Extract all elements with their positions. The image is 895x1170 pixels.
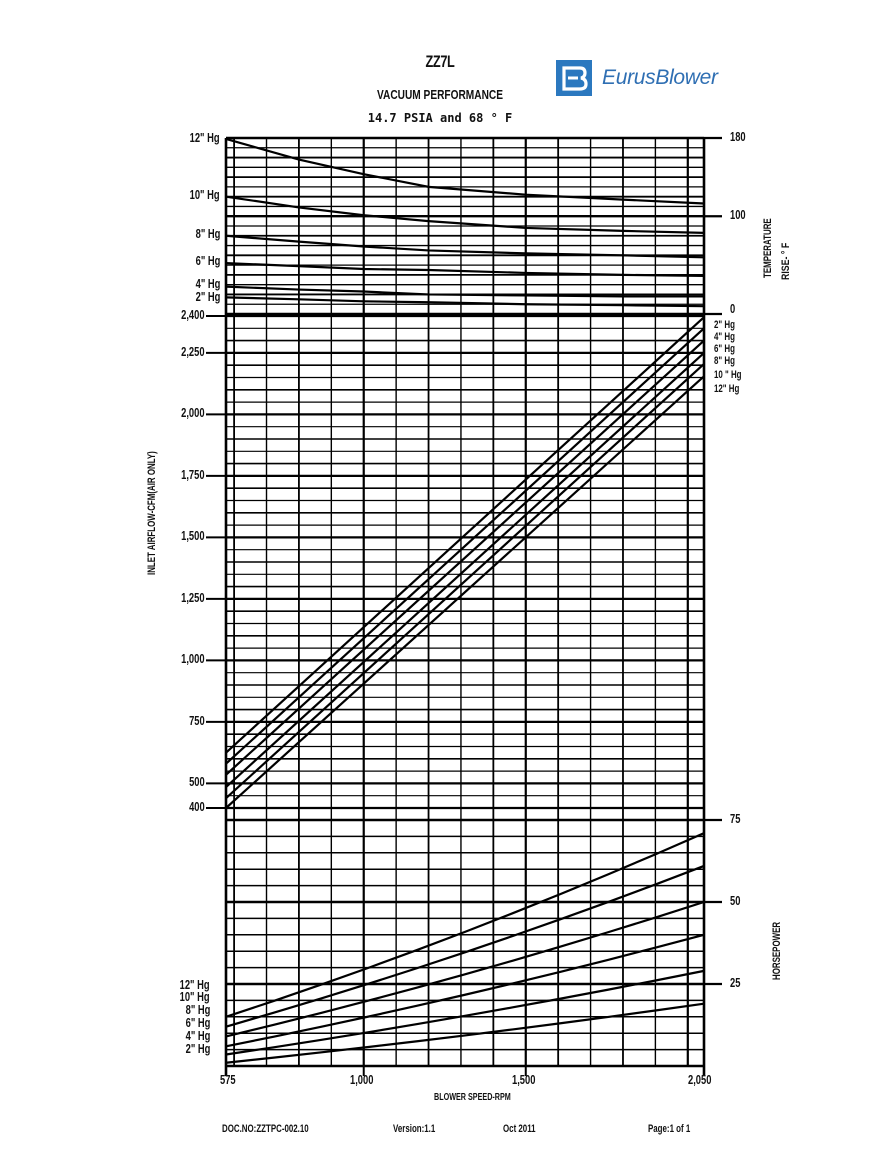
airflow-tick-label: 2,250	[181, 343, 205, 359]
hp-legend-label: 12" Hg	[180, 977, 210, 992]
x-tick-label: 2,050	[688, 1072, 712, 1087]
doc-number: DOC.NO:ZZTPC-002.10	[222, 1123, 309, 1135]
hp-legend-label: 4" Hg	[185, 1028, 210, 1043]
chart-model-title: ZZ7L	[425, 52, 455, 71]
airflow-legend-label: 6" Hg	[714, 343, 735, 355]
chart-subtitle: VACUUM PERFORMANCE	[376, 87, 503, 102]
chart-curves	[225, 137, 705, 1064]
airflow-legend-label: 2" Hg	[714, 319, 735, 331]
doc-date: Oct 2011	[503, 1123, 536, 1135]
airflow-tick-label: 2,000	[181, 405, 205, 421]
airflow-axis-label: INLET AIRFLOW-CFM(AIR ONLY)	[146, 451, 158, 575]
temp-tick-label: 180	[730, 129, 746, 144]
eb-logo-icon	[556, 60, 592, 96]
hp-legend-label: 2" Hg	[185, 1041, 210, 1056]
x-tick-label: 1,500	[512, 1072, 536, 1087]
temp-legend-label: 4" Hg	[195, 276, 220, 291]
x-tick-label: 1,000	[350, 1072, 374, 1087]
airflow-tick-label: 750	[189, 712, 205, 728]
doc-page: Page:1 of 1	[648, 1123, 691, 1135]
doc-version: Version:1.1	[393, 1123, 436, 1135]
chart-grid	[206, 136, 722, 1076]
airflow-tick-label: 1,500	[181, 528, 205, 544]
x-axis-label: BLOWER SPEED-RPM	[434, 1092, 511, 1103]
brand-name: EurusBlower	[602, 66, 718, 89]
airflow-legend-label: 4" Hg	[714, 331, 735, 343]
temp-axis-label-1: TEMPERATURE	[762, 218, 774, 278]
hp-axis-label: HORSEPOWER	[771, 921, 783, 980]
airflow-tick-label: 2,400	[181, 307, 205, 322]
temp-legend-label: 12" Hg	[190, 130, 220, 145]
airflow-tick-label: 400	[189, 799, 205, 814]
temp-legend-label: 10" Hg	[190, 187, 220, 202]
airflow-tick-label: 1,250	[181, 589, 205, 605]
x-tick-label: 575	[220, 1072, 236, 1087]
temp-tick-label: 0	[730, 301, 736, 316]
hp-legend-label: 10" Hg	[180, 989, 210, 1004]
temp-axis-label-2: RISE- ° F	[780, 242, 792, 280]
hp-tick-label: 75	[730, 811, 741, 826]
chart-conditions: 14.7 PSIA and 68 ° F	[367, 111, 513, 125]
temp-tick-label: 100	[730, 207, 746, 223]
temp-legend-label: 2" Hg	[195, 289, 220, 304]
airflow-legend-label: 10 " Hg	[714, 369, 742, 381]
temp-legend-label: 6" Hg	[195, 253, 220, 268]
hp-tick-label: 50	[730, 893, 741, 908]
airflow-legend-label: 12" Hg	[714, 383, 740, 395]
airflow-tick-label: 1,000	[181, 651, 205, 667]
airflow-tick-label: 1,750	[181, 466, 205, 482]
hp-tick-label: 25	[730, 975, 741, 990]
hp-legend-label: 8" Hg	[185, 1002, 210, 1017]
temp-legend-label: 8" Hg	[195, 226, 220, 241]
brand-logo: EurusBlower	[556, 60, 718, 96]
airflow-legend-label: 8" Hg	[714, 355, 735, 367]
airflow-tick-label: 500	[189, 774, 205, 790]
hp-legend-label: 6" Hg	[185, 1015, 210, 1030]
